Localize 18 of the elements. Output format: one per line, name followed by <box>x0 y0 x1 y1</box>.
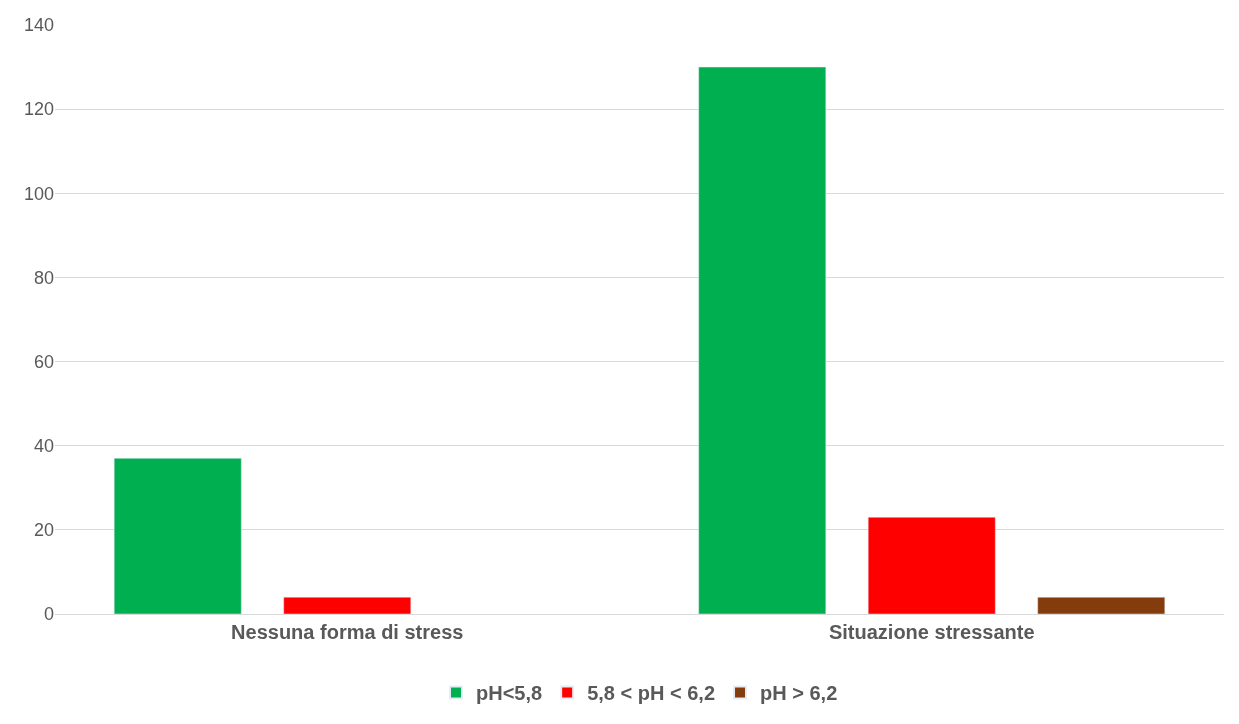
x-tick-label: Nessuna forma di stress <box>231 621 464 643</box>
bar <box>698 66 827 614</box>
legend-label: pH > 6,2 <box>760 682 838 705</box>
y-tick-label: 140 <box>23 15 54 36</box>
y-tick-label: 60 <box>33 351 54 372</box>
y-tick-label: 120 <box>23 99 54 120</box>
bar <box>1037 596 1166 614</box>
bar <box>867 516 996 614</box>
legend-label: pH<5,8 <box>476 682 543 705</box>
y-tick-label: 0 <box>43 604 54 625</box>
bar <box>113 458 242 614</box>
legend-label: 5,8 < pH < 6,2 <box>587 682 716 705</box>
x-tick-label: Situazione stressante <box>828 621 1035 643</box>
bar <box>283 596 412 614</box>
y-tick-label: 100 <box>23 183 54 204</box>
y-tick-label: 20 <box>33 520 54 541</box>
y-tick-label: 40 <box>33 436 54 457</box>
y-tick-label: 80 <box>33 267 54 288</box>
